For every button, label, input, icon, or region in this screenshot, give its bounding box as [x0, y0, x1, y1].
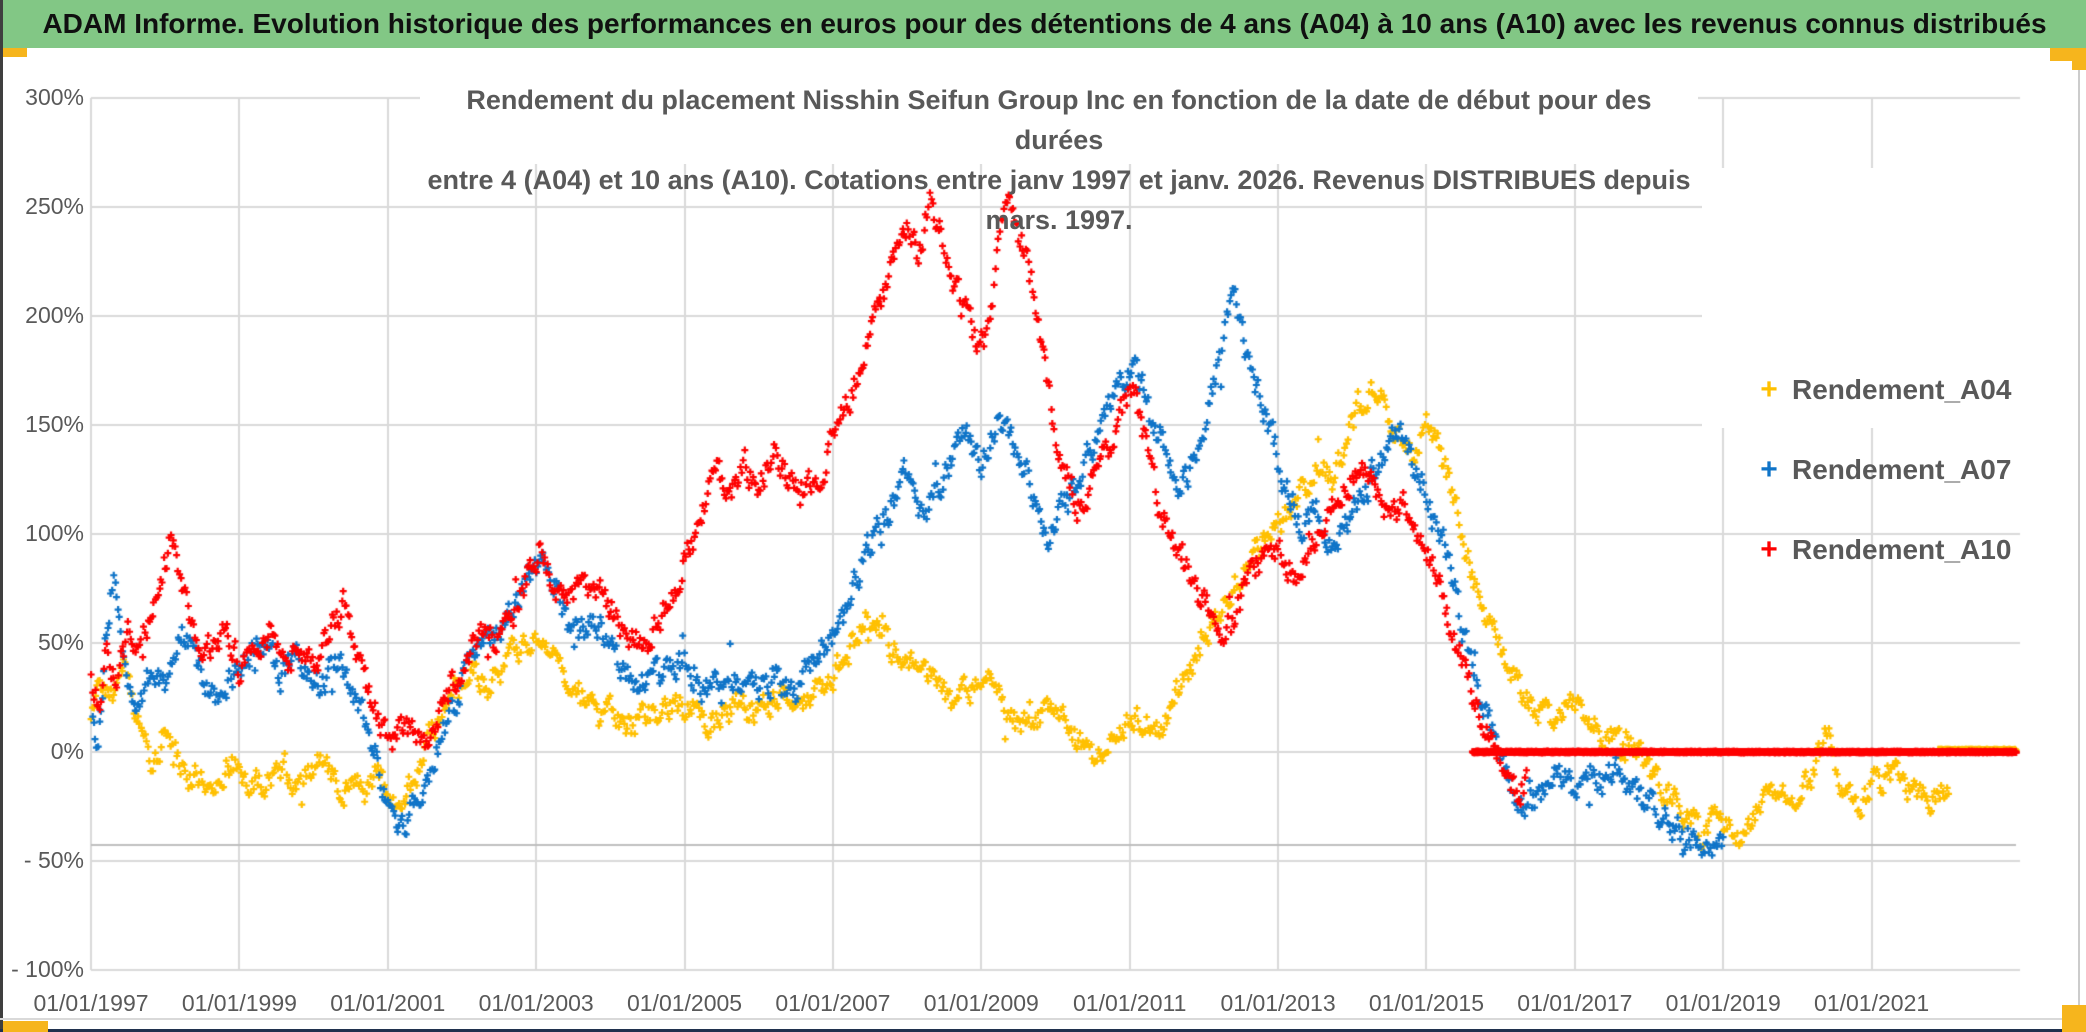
legend-item-a07: + Rendement_A07 — [1702, 448, 2078, 492]
plus-marker-icon: + — [1760, 453, 1778, 486]
x-tick-label: 01/01/2011 — [1072, 990, 1187, 1016]
y-tick-label: 300% — [25, 84, 84, 110]
legend-label: Rendement_A04 — [1792, 374, 2012, 405]
x-tick-label: 01/01/1997 — [33, 990, 149, 1016]
chart-title-line2: entre 4 (A04) et 10 ans (A10). Cotations… — [427, 165, 1691, 235]
y-tick-label: 0% — [50, 738, 84, 764]
x-tick-label: 01/01/2001 — [330, 990, 446, 1016]
x-tick-label: 01/01/2003 — [478, 990, 594, 1016]
accent-top-right-corner — [2072, 48, 2086, 70]
x-tick-label: 01/01/2017 — [1517, 990, 1633, 1016]
chart-legend: + Rendement_A04 + Rendement_A07 + Rendem… — [1702, 168, 2078, 565]
plus-marker-icon: + — [1760, 533, 1778, 566]
legend-item-a10: + Rendement_A10 — [1702, 528, 2078, 572]
accent-bottom-right — [2062, 1005, 2086, 1032]
right-edge-line — [2078, 48, 2080, 1018]
chart-title: Rendement du placement Nisshin Seifun Gr… — [420, 80, 1698, 235]
y-tick-label: 200% — [25, 302, 84, 328]
y-tick-label: - 50% — [23, 847, 84, 873]
x-tick-label: 01/01/2005 — [626, 990, 743, 1016]
legend-label: Rendement_A10 — [1792, 534, 2012, 565]
x-tick-label: 01/01/2007 — [775, 990, 891, 1016]
x-tick-label: 01/01/2021 — [1814, 990, 1930, 1016]
plus-marker-icon: + — [1760, 373, 1778, 406]
accent-top-left — [3, 48, 27, 57]
x-tick-label: 01/01/2019 — [1665, 990, 1781, 1016]
bottom-separator-line — [0, 1018, 2086, 1020]
page-title: ADAM Informe. Evolution historique des p… — [42, 8, 2047, 39]
legend-label: Rendement_A07 — [1792, 454, 2012, 485]
y-tick-label: 100% — [25, 520, 84, 546]
y-tick-label: 250% — [25, 193, 84, 219]
legend-item-a04: + Rendement_A04 — [1702, 368, 2078, 412]
chart-title-line1: Rendement du placement Nisshin Seifun Gr… — [466, 85, 1652, 155]
x-tick-label: 01/01/1999 — [181, 990, 297, 1016]
x-tick-label: 01/01/2009 — [923, 990, 1039, 1016]
accent-bottom-left — [3, 1021, 48, 1032]
header-banner: ADAM Informe. Evolution historique des p… — [3, 0, 2086, 48]
left-edge-strip — [0, 0, 3, 1032]
x-tick-label: 01/01/2015 — [1368, 990, 1485, 1016]
y-tick-label: 150% — [25, 411, 84, 437]
y-tick-label: - 100% — [11, 956, 84, 982]
y-tick-label: 50% — [37, 629, 84, 655]
bottom-navy-line — [0, 1029, 2086, 1032]
x-tick-label: 01/01/2013 — [1220, 990, 1336, 1016]
